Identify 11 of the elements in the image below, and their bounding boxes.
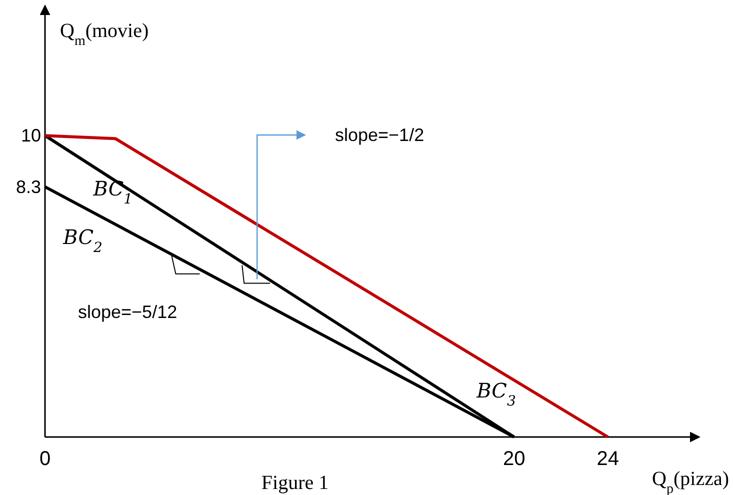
- x-tick-label: 20: [502, 448, 526, 470]
- y-axis-title: Q$_{m}$(movie): [60, 20, 149, 48]
- x-tick-label: 0: [39, 448, 51, 470]
- series-label: BC$_{2}$: [62, 224, 103, 256]
- y-tick-label: 8.3: [16, 176, 41, 197]
- series-label: BC$_{3}$: [476, 378, 516, 410]
- annotation: slope=−5/12: [78, 302, 178, 322]
- annotation: slope=−1/2: [335, 125, 424, 145]
- x-tick-label: 24: [596, 448, 620, 470]
- caption: Figure 1: [261, 472, 329, 494]
- y-tick-label: 10: [20, 126, 41, 146]
